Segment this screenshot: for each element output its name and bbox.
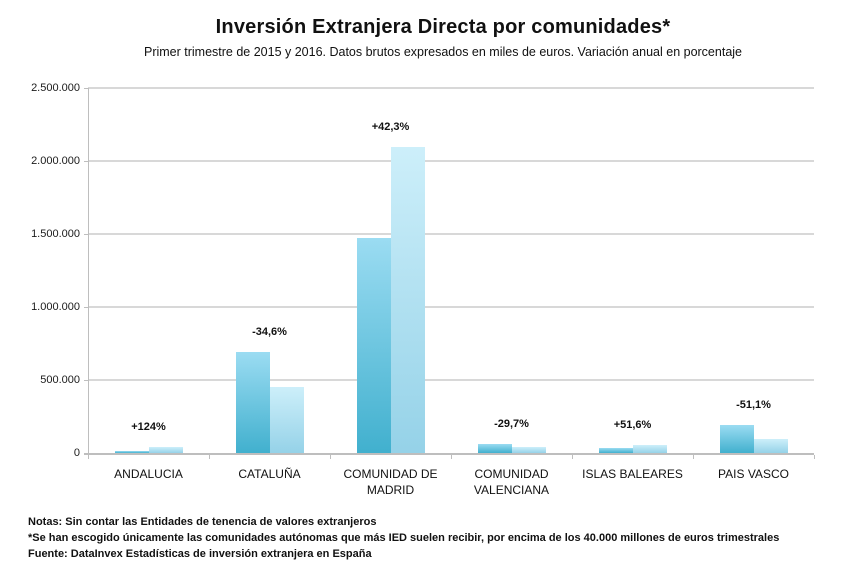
bar-2016-0	[148, 447, 183, 453]
bar-2016-3	[511, 446, 546, 453]
bar-2015-5	[719, 424, 754, 453]
bar-2016-1	[269, 386, 304, 453]
y-axis-tick	[84, 87, 88, 89]
y-axis-tick	[84, 233, 88, 235]
x-axis-line	[84, 453, 814, 455]
x-axis-tick	[451, 455, 452, 459]
x-axis-tick	[572, 455, 573, 459]
x-axis-label: ISLAS BALEARES	[582, 467, 683, 481]
y-axis-label: 2.500.000	[31, 81, 80, 94]
y-axis-tick	[84, 160, 88, 162]
chart-title: Inversión Extranjera Directa por comunid…	[215, 16, 671, 38]
gridline	[88, 379, 814, 381]
pct-label: -34,6%	[252, 325, 287, 338]
y-axis-label: 500.000	[40, 373, 80, 386]
x-axis-tick	[88, 455, 89, 459]
gridline	[88, 160, 814, 162]
bar-2015-4	[598, 447, 633, 453]
pct-label: -29,7%	[494, 417, 529, 430]
note-line-1: Notas: Sin contar las Entidades de tenen…	[28, 516, 377, 528]
bar-2015-2	[356, 238, 391, 453]
bar-2016-4	[632, 444, 667, 453]
y-axis-tick	[84, 379, 88, 381]
y-axis-tick	[84, 306, 88, 308]
x-axis-tick	[209, 455, 210, 459]
gridline	[88, 306, 814, 308]
x-axis-tick	[693, 455, 694, 459]
x-axis-label: COMUNIDAD VALENCIANA	[473, 467, 550, 497]
y-axis-label: 2.000.000	[31, 154, 80, 167]
bar-2015-1	[235, 351, 270, 453]
pct-label: -51,1%	[736, 398, 771, 411]
gridline	[88, 87, 814, 89]
chart-subtitle: Primer trimestre de 2015 y 2016. Datos b…	[143, 45, 742, 59]
pct-label: +124%	[131, 421, 166, 434]
y-axis-label: 1.000.000	[31, 300, 80, 313]
x-axis-label: CATALUÑA	[238, 467, 301, 481]
bar-2016-5	[753, 439, 788, 453]
gridline	[88, 233, 814, 235]
x-axis-tick	[330, 455, 331, 459]
bar-2015-0	[114, 450, 149, 453]
bar-2015-3	[477, 443, 512, 453]
x-axis-label: ANDALUCIA	[114, 467, 183, 481]
x-axis-tick	[814, 455, 815, 459]
pct-label: +51,6%	[613, 418, 652, 431]
y-axis-label: 0	[73, 446, 80, 459]
bar-2016-2	[390, 147, 425, 453]
note-line-2: *Se han escogido únicamente las comunida…	[28, 532, 780, 544]
chart-notes: Notas: Sin contar las Entidades de tenen…	[28, 514, 828, 562]
note-line-3: Fuente: DataInvex Estadísticas de invers…	[28, 548, 372, 560]
y-axis-label: 1.500.000	[31, 227, 80, 240]
pct-label: +42,3%	[371, 121, 410, 134]
x-axis-label: PAIS VASCO	[718, 467, 789, 481]
y-axis-line	[88, 88, 89, 455]
x-axis-label: COMUNIDAD DE MADRID	[343, 467, 438, 497]
